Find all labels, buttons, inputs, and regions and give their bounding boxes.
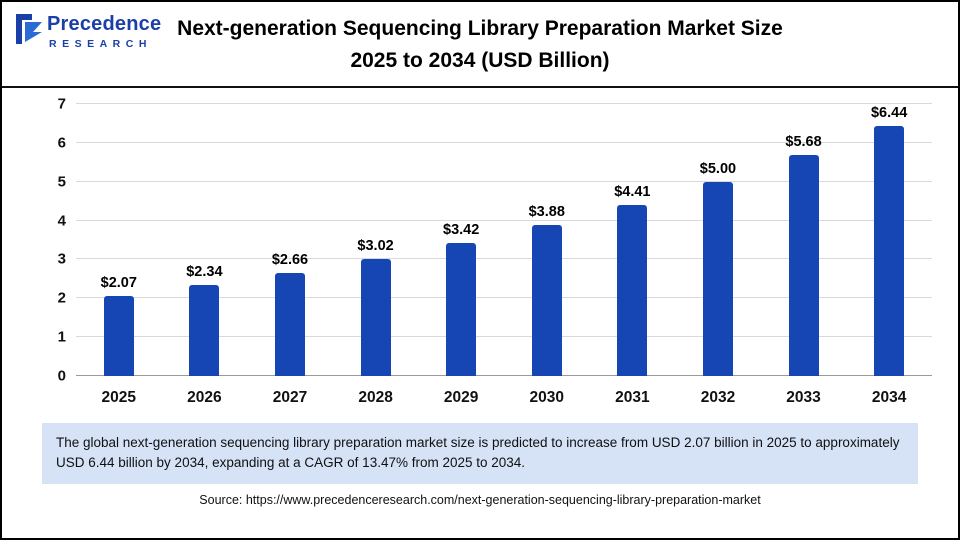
bar-value-label: $2.66: [271, 251, 309, 268]
gridline: [76, 258, 932, 260]
bar-column: $3.02: [333, 104, 419, 376]
logo-subtitle: RESEARCH: [49, 38, 152, 50]
source-text: Source: https://www.precedenceresearch.c…: [199, 492, 761, 507]
gridline: [76, 219, 932, 221]
precedence-logo-icon: [16, 14, 42, 44]
chart-section: $2.07 $2.34 $2.66 $3.02 $3.42 $3.88 $4.41 $5.00…: [2, 88, 958, 407]
y-tick-label: 6: [57, 134, 66, 152]
gridline: [76, 103, 932, 104]
x-axis: 2025 2026 2027 2028 2029 2030 2031 2032 2033 2034: [76, 376, 932, 407]
bar-value-label: $3.88: [528, 204, 565, 221]
bar-column: $5.68: [761, 104, 847, 376]
logo-name: Precedence: [47, 13, 162, 35]
bar-column: $4.41: [590, 104, 676, 376]
chart-title-line2: 2025 to 2034 (USD Billion): [350, 48, 610, 72]
bar-value-label: $2.07: [100, 274, 137, 291]
logo-text: Precedence RESEARCH: [47, 14, 161, 50]
bar-column: $2.34: [162, 104, 248, 376]
y-tick-label: 0: [57, 367, 66, 385]
y-tick-label: 2: [57, 289, 66, 307]
bar-column: $2.07: [76, 104, 162, 376]
y-tick-label: 5: [57, 173, 66, 191]
bar-column: $3.88: [504, 104, 590, 376]
y-tick-label: 4: [57, 212, 66, 230]
bar-chart-plot: $2.07 $2.34 $2.66 $3.02 $3.42 $3.88 $4.41 $5.00…: [58, 96, 932, 385]
bar-value-label: $5.00: [699, 160, 737, 177]
bar-value-label: $3.42: [443, 222, 480, 239]
x-tick-label: 2031: [615, 389, 650, 406]
gridline: [76, 297, 932, 299]
x-tick-label: 2028: [358, 389, 393, 406]
x-tick-label: 2034: [871, 389, 907, 406]
bar-column: $5.00: [675, 104, 761, 376]
x-tick-label: 2027: [272, 389, 308, 406]
x-tick-label: 2032: [700, 389, 736, 406]
bar: [531, 225, 562, 376]
bar: [874, 125, 905, 376]
bar: [702, 181, 733, 376]
x-tick-label: 2030: [529, 389, 564, 406]
bar-column: $2.66: [247, 104, 333, 376]
bar: [788, 155, 819, 376]
y-tick-label: 3: [57, 250, 66, 268]
gridline: [76, 180, 932, 182]
bar: [189, 285, 220, 376]
bar-value-label: $5.68: [785, 134, 822, 151]
summary-box: The global next-generation sequencing li…: [42, 423, 918, 484]
bar-column: $6.44: [846, 104, 932, 376]
y-tick-label: 1: [57, 328, 66, 346]
chart-title-line1: Next-generation Sequencing Library Prepa…: [177, 17, 783, 40]
bar: [446, 243, 477, 376]
y-tick-label: 7: [57, 95, 66, 113]
x-tick-label: 2025: [101, 389, 137, 406]
x-axis-baseline: [76, 375, 932, 376]
bar: [360, 258, 391, 376]
logo: Precedence RESEARCH: [16, 14, 186, 50]
bar: [274, 272, 305, 376]
bar-value-label: $4.41: [614, 183, 651, 200]
gridline: [76, 141, 932, 143]
x-tick-label: 2029: [443, 389, 479, 406]
x-tick-label: 2033: [786, 389, 821, 406]
header: Precedence RESEARCH Next-generation Sequ…: [2, 2, 958, 88]
bar-value-label: $6.44: [870, 104, 908, 121]
x-tick-label: 2026: [187, 389, 222, 406]
bar-column: $3.42: [418, 104, 504, 376]
chart-title: Next-generation Sequencing Library Prepa…: [115, 2, 845, 76]
gridline: [76, 336, 932, 338]
bar-value-label: $3.02: [357, 237, 394, 254]
bar: [617, 204, 648, 376]
bar-value-label: $2.34: [186, 264, 223, 281]
bars-container: $2.07 $2.34 $2.66 $3.02 $3.42 $3.88 $4.41 $5.00…: [76, 104, 932, 376]
bar: [103, 295, 134, 376]
